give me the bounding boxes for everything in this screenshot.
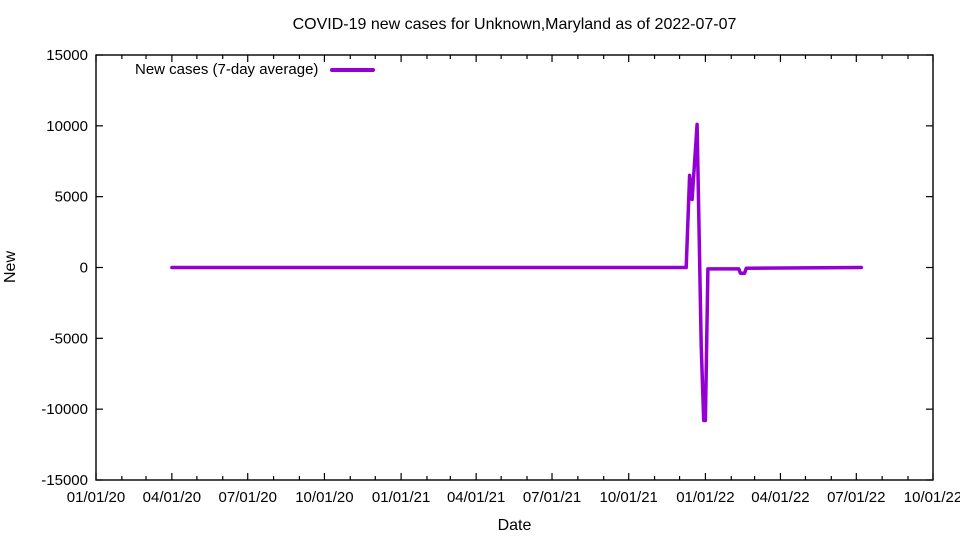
y-axis-title: New: [2, 250, 19, 284]
x-tick-label: 07/01/20: [219, 489, 277, 506]
x-tick-label: 10/01/20: [295, 489, 353, 506]
y-tick-label: -10000: [41, 401, 88, 418]
axis-tick-labels: 01/01/20 04/01/20 07/01/20 10/01/20 01/01/21…: [41, 47, 960, 506]
x-tick-label: 01/01/20: [67, 489, 125, 506]
axis-ticks: [95, 54, 934, 481]
legend-label: New cases (7-day average): [135, 61, 319, 78]
y-tick-label: -15000: [41, 472, 88, 489]
x-axis-title: Date: [497, 517, 532, 534]
x-tick-label: 07/01/22: [827, 489, 885, 506]
x-tick-label: 07/01/21: [523, 489, 581, 506]
series-line-new-cases: [170, 122, 864, 423]
y-tick-label: 10000: [46, 118, 88, 135]
x-tick-label: 10/01/21: [600, 489, 658, 506]
x-tick-label: 04/01/20: [143, 489, 201, 506]
y-tick-label: 15000: [46, 47, 88, 64]
chart-title: COVID-19 new cases for Unknown,Maryland …: [292, 16, 737, 33]
y-tick-label: 0: [80, 260, 88, 277]
legend-line-sample: [330, 67, 376, 72]
legend: New cases (7-day average): [135, 61, 376, 78]
x-tick-label: 10/01/22: [904, 489, 960, 506]
x-tick-label: 01/01/22: [676, 489, 734, 506]
x-tick-label: 01/01/21: [372, 489, 430, 506]
x-tick-label: 04/01/21: [447, 489, 505, 506]
y-tick-label: 5000: [55, 189, 88, 206]
x-tick-label: 04/01/22: [751, 489, 809, 506]
y-tick-label: -5000: [50, 330, 88, 347]
